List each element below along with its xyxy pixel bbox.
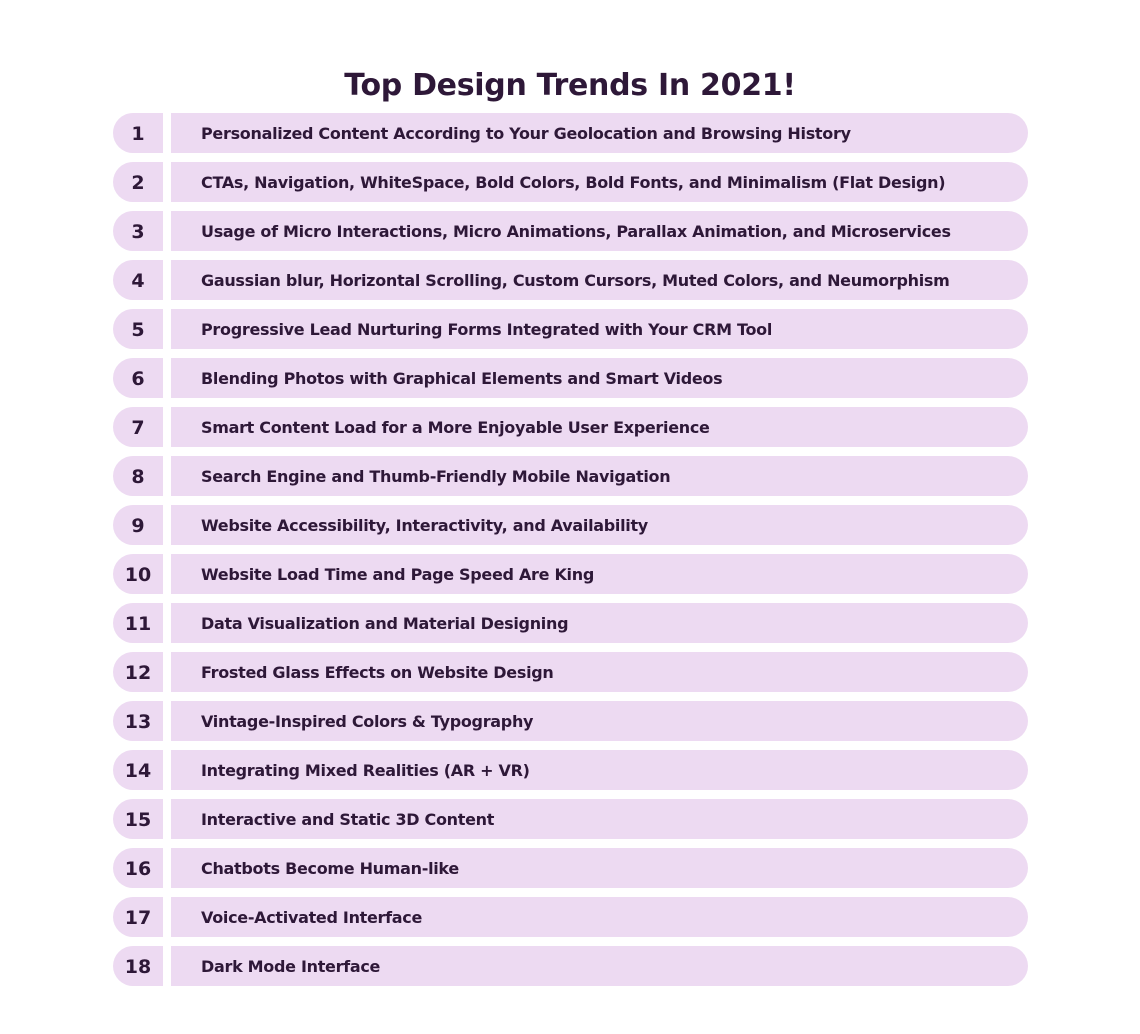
item-text: Website Accessibility, Interactivity, an… <box>171 505 1028 545</box>
item-number: 3 <box>113 211 163 251</box>
divider <box>163 309 171 349</box>
item-number: 7 <box>113 407 163 447</box>
list-item: 14 Integrating Mixed Realities (AR + VR) <box>113 750 1028 790</box>
item-text: Data Visualization and Material Designin… <box>171 603 1028 643</box>
list-item: 17 Voice-Activated Interface <box>113 897 1028 937</box>
page-title: Top Design Trends In 2021! <box>344 68 796 104</box>
divider <box>163 848 171 888</box>
list-item: 12 Frosted Glass Effects on Website Desi… <box>113 652 1028 692</box>
divider <box>163 652 171 692</box>
list-item: 10 Website Load Time and Page Speed Are … <box>113 554 1028 594</box>
item-text: Interactive and Static 3D Content <box>171 799 1028 839</box>
item-number: 4 <box>113 260 163 300</box>
divider <box>163 456 171 496</box>
item-text: Integrating Mixed Realities (AR + VR) <box>171 750 1028 790</box>
item-text: Vintage-Inspired Colors & Typography <box>171 701 1028 741</box>
item-number: 12 <box>113 652 163 692</box>
divider <box>163 799 171 839</box>
list-item: 13 Vintage-Inspired Colors & Typography <box>113 701 1028 741</box>
trends-list: 1 Personalized Content According to Your… <box>113 113 1028 995</box>
item-number: 5 <box>113 309 163 349</box>
list-item: 16 Chatbots Become Human-like <box>113 848 1028 888</box>
item-text: Gaussian blur, Horizontal Scrolling, Cus… <box>171 260 1028 300</box>
divider <box>163 897 171 937</box>
divider <box>163 260 171 300</box>
list-item: 1 Personalized Content According to Your… <box>113 113 1028 153</box>
item-number: 1 <box>113 113 163 153</box>
list-item: 5 Progressive Lead Nurturing Forms Integ… <box>113 309 1028 349</box>
list-item: 7 Smart Content Load for a More Enjoyabl… <box>113 407 1028 447</box>
item-number: 17 <box>113 897 163 937</box>
list-item: 9 Website Accessibility, Interactivity, … <box>113 505 1028 545</box>
item-text: Dark Mode Interface <box>171 946 1028 986</box>
divider <box>163 407 171 447</box>
item-number: 15 <box>113 799 163 839</box>
item-number: 10 <box>113 554 163 594</box>
item-number: 14 <box>113 750 163 790</box>
item-number: 16 <box>113 848 163 888</box>
item-text: Usage of Micro Interactions, Micro Anima… <box>171 211 1028 251</box>
item-text: Website Load Time and Page Speed Are Kin… <box>171 554 1028 594</box>
item-number: 8 <box>113 456 163 496</box>
list-item: 18 Dark Mode Interface <box>113 946 1028 986</box>
item-text: Chatbots Become Human-like <box>171 848 1028 888</box>
divider <box>163 701 171 741</box>
divider <box>163 211 171 251</box>
item-number: 6 <box>113 358 163 398</box>
item-text: Personalized Content According to Your G… <box>171 113 1028 153</box>
divider <box>163 505 171 545</box>
list-item: 3 Usage of Micro Interactions, Micro Ani… <box>113 211 1028 251</box>
divider <box>163 162 171 202</box>
item-number: 9 <box>113 505 163 545</box>
item-number: 11 <box>113 603 163 643</box>
divider <box>163 554 171 594</box>
list-item: 4 Gaussian blur, Horizontal Scrolling, C… <box>113 260 1028 300</box>
divider <box>163 113 171 153</box>
item-text: Frosted Glass Effects on Website Design <box>171 652 1028 692</box>
divider <box>163 946 171 986</box>
list-item: 2 CTAs, Navigation, WhiteSpace, Bold Col… <box>113 162 1028 202</box>
item-text: Search Engine and Thumb-Friendly Mobile … <box>171 456 1028 496</box>
list-item: 11 Data Visualization and Material Desig… <box>113 603 1028 643</box>
item-text: Voice-Activated Interface <box>171 897 1028 937</box>
item-text: Progressive Lead Nurturing Forms Integra… <box>171 309 1028 349</box>
item-text: Blending Photos with Graphical Elements … <box>171 358 1028 398</box>
divider <box>163 603 171 643</box>
item-text: Smart Content Load for a More Enjoyable … <box>171 407 1028 447</box>
list-item: 8 Search Engine and Thumb-Friendly Mobil… <box>113 456 1028 496</box>
item-number: 13 <box>113 701 163 741</box>
item-text: CTAs, Navigation, WhiteSpace, Bold Color… <box>171 162 1028 202</box>
list-item: 15 Interactive and Static 3D Content <box>113 799 1028 839</box>
item-number: 2 <box>113 162 163 202</box>
divider <box>163 750 171 790</box>
divider <box>163 358 171 398</box>
item-number: 18 <box>113 946 163 986</box>
list-item: 6 Blending Photos with Graphical Element… <box>113 358 1028 398</box>
